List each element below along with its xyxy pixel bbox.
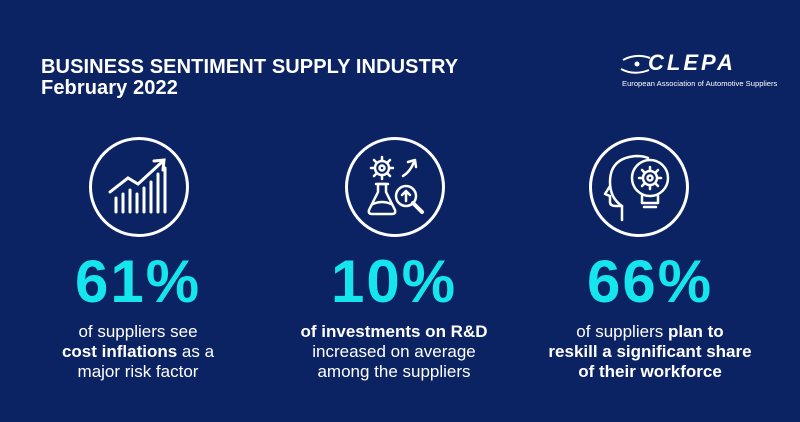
stat-1-line-3: major risk factor bbox=[77, 362, 199, 381]
head-lightbulb-gear-icon bbox=[589, 137, 689, 237]
title-line-2: February 2022 bbox=[41, 77, 178, 99]
page-title: BUSINESS SENTIMENT SUPPLY INDUSTRY Febru… bbox=[41, 57, 458, 99]
stat-value-2: 10% bbox=[330, 248, 458, 315]
stat-3-line-1-start: of suppliers bbox=[576, 322, 668, 341]
stat-3-line-3: of their workforce bbox=[530, 362, 770, 382]
stat-3-line-1: of suppliers plan to bbox=[530, 322, 770, 342]
stat-3-highlight-1: plan to bbox=[667, 322, 724, 341]
title-line-1: BUSINESS SENTIMENT SUPPLY INDUSTRY bbox=[41, 56, 459, 78]
logo-tagline: European Association of Automotive Suppl… bbox=[622, 79, 778, 88]
stat-value-1: 61% bbox=[74, 248, 202, 315]
stat-description-3: of suppliers plan to reskill a significa… bbox=[530, 322, 770, 382]
logo-swoosh-icon bbox=[620, 54, 651, 74]
logo-wordmark: CLEPA bbox=[648, 50, 736, 75]
stat-description-1: of suppliers see cost inflations as a ma… bbox=[18, 322, 258, 382]
stat-1-line-2-rest: as a bbox=[177, 342, 215, 361]
stat-value-3: 66% bbox=[586, 248, 714, 315]
stat-1-highlight: cost inflations bbox=[61, 342, 178, 361]
rising-bar-chart-icon bbox=[89, 137, 189, 237]
research-flask-gear-icon bbox=[345, 137, 445, 237]
stat-3-line-2: reskill a significant share bbox=[530, 342, 770, 362]
stat-2-line-1: of investments on R&D bbox=[274, 322, 514, 342]
stat-1-line-2: cost inflations as a bbox=[18, 342, 258, 362]
stat-2-line-3: among the suppliers bbox=[317, 362, 471, 381]
stat-2-highlight: of investments on R&D bbox=[300, 322, 488, 341]
stat-2-line-2: increased on average bbox=[312, 342, 476, 361]
stat-1-line-1: of suppliers see bbox=[78, 322, 198, 341]
clepa-logo: CLEPA European Association of Automotive… bbox=[620, 50, 777, 96]
stat-description-2: of investments on R&D increased on avera… bbox=[274, 322, 514, 382]
stat-3-highlight-2: reskill a significant share bbox=[548, 342, 752, 361]
stat-3-highlight-3: of their workforce bbox=[578, 362, 722, 381]
